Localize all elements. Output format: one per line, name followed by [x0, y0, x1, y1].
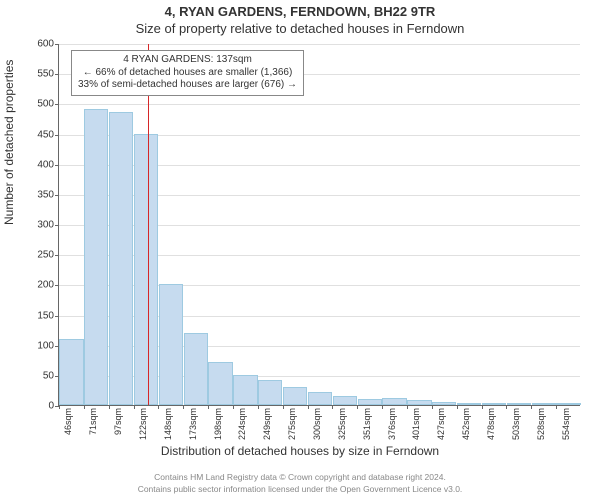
ytick-mark — [55, 74, 59, 75]
footer-copyright-2: Contains public sector information licen… — [0, 484, 600, 494]
histogram-bar — [358, 399, 382, 405]
annotation-line2: ← 66% of detached houses are smaller (1,… — [78, 67, 297, 80]
xtick-mark — [432, 405, 433, 409]
ytick-mark — [55, 316, 59, 317]
xtick-mark — [158, 405, 159, 409]
ytick-mark — [55, 44, 59, 45]
ytick-label: 350 — [14, 189, 54, 200]
xtick-mark — [332, 405, 333, 409]
ytick-mark — [55, 285, 59, 286]
xtick-mark — [134, 405, 135, 409]
ytick-label: 250 — [14, 250, 54, 261]
x-axis-label: Distribution of detached houses by size … — [0, 444, 600, 458]
ytick-label: 500 — [14, 99, 54, 110]
histogram-bar — [507, 403, 531, 405]
xtick-mark — [407, 405, 408, 409]
ytick-label: 550 — [14, 69, 54, 80]
xtick-mark — [531, 405, 532, 409]
histogram-bar — [184, 333, 208, 405]
histogram-bar — [258, 380, 282, 405]
ytick-label: 200 — [14, 280, 54, 291]
histogram-bar — [233, 375, 257, 405]
ytick-label: 100 — [14, 340, 54, 351]
histogram-bar — [532, 403, 556, 405]
histogram-bar — [208, 362, 232, 405]
gridline — [59, 104, 580, 105]
xtick-mark — [506, 405, 507, 409]
annotation-line1: 4 RYAN GARDENS: 137sqm — [78, 54, 297, 67]
ytick-label: 150 — [14, 310, 54, 321]
ytick-mark — [55, 225, 59, 226]
xtick-mark — [84, 405, 85, 409]
ytick-mark — [55, 195, 59, 196]
ytick-label: 450 — [14, 129, 54, 140]
xtick-mark — [457, 405, 458, 409]
plot-area: 4 RYAN GARDENS: 137sqm← 66% of detached … — [58, 44, 580, 406]
xtick-mark — [357, 405, 358, 409]
xtick-mark — [183, 405, 184, 409]
annotation-line3: 33% of semi-detached houses are larger (… — [78, 79, 297, 92]
footer-copyright-1: Contains HM Land Registry data © Crown c… — [0, 472, 600, 482]
histogram-bar — [109, 112, 133, 405]
histogram-bar — [457, 403, 481, 405]
histogram-bar — [556, 403, 580, 405]
xtick-mark — [109, 405, 110, 409]
xtick-mark — [208, 405, 209, 409]
ytick-label: 600 — [14, 39, 54, 50]
histogram-bar — [482, 403, 506, 405]
ytick-label: 300 — [14, 220, 54, 231]
histogram-bar — [84, 109, 108, 405]
ytick-label: 0 — [14, 401, 54, 412]
xtick-mark — [382, 405, 383, 409]
xtick-mark — [233, 405, 234, 409]
gridline — [59, 44, 580, 45]
xtick-mark — [556, 405, 557, 409]
ytick-mark — [55, 255, 59, 256]
histogram-bar — [159, 284, 183, 405]
title-description: Size of property relative to detached ho… — [0, 21, 600, 36]
xtick-mark — [482, 405, 483, 409]
ytick-mark — [55, 165, 59, 166]
histogram-bar — [407, 400, 431, 405]
histogram-bar — [134, 134, 158, 406]
chart-container: 4, RYAN GARDENS, FERNDOWN, BH22 9TR Size… — [0, 0, 600, 500]
xtick-mark — [308, 405, 309, 409]
xtick-mark — [59, 405, 60, 409]
ytick-label: 50 — [14, 370, 54, 381]
histogram-bar — [432, 402, 456, 405]
histogram-bar — [59, 339, 83, 405]
title-address: 4, RYAN GARDENS, FERNDOWN, BH22 9TR — [0, 4, 600, 19]
reference-line — [148, 44, 149, 405]
xtick-mark — [258, 405, 259, 409]
annotation-box: 4 RYAN GARDENS: 137sqm← 66% of detached … — [71, 50, 304, 96]
histogram-bar — [333, 396, 357, 405]
ytick-mark — [55, 104, 59, 105]
histogram-bar — [283, 387, 307, 405]
ytick-label: 400 — [14, 159, 54, 170]
histogram-bar — [308, 392, 332, 405]
xtick-mark — [283, 405, 284, 409]
histogram-bar — [382, 398, 406, 405]
ytick-mark — [55, 135, 59, 136]
